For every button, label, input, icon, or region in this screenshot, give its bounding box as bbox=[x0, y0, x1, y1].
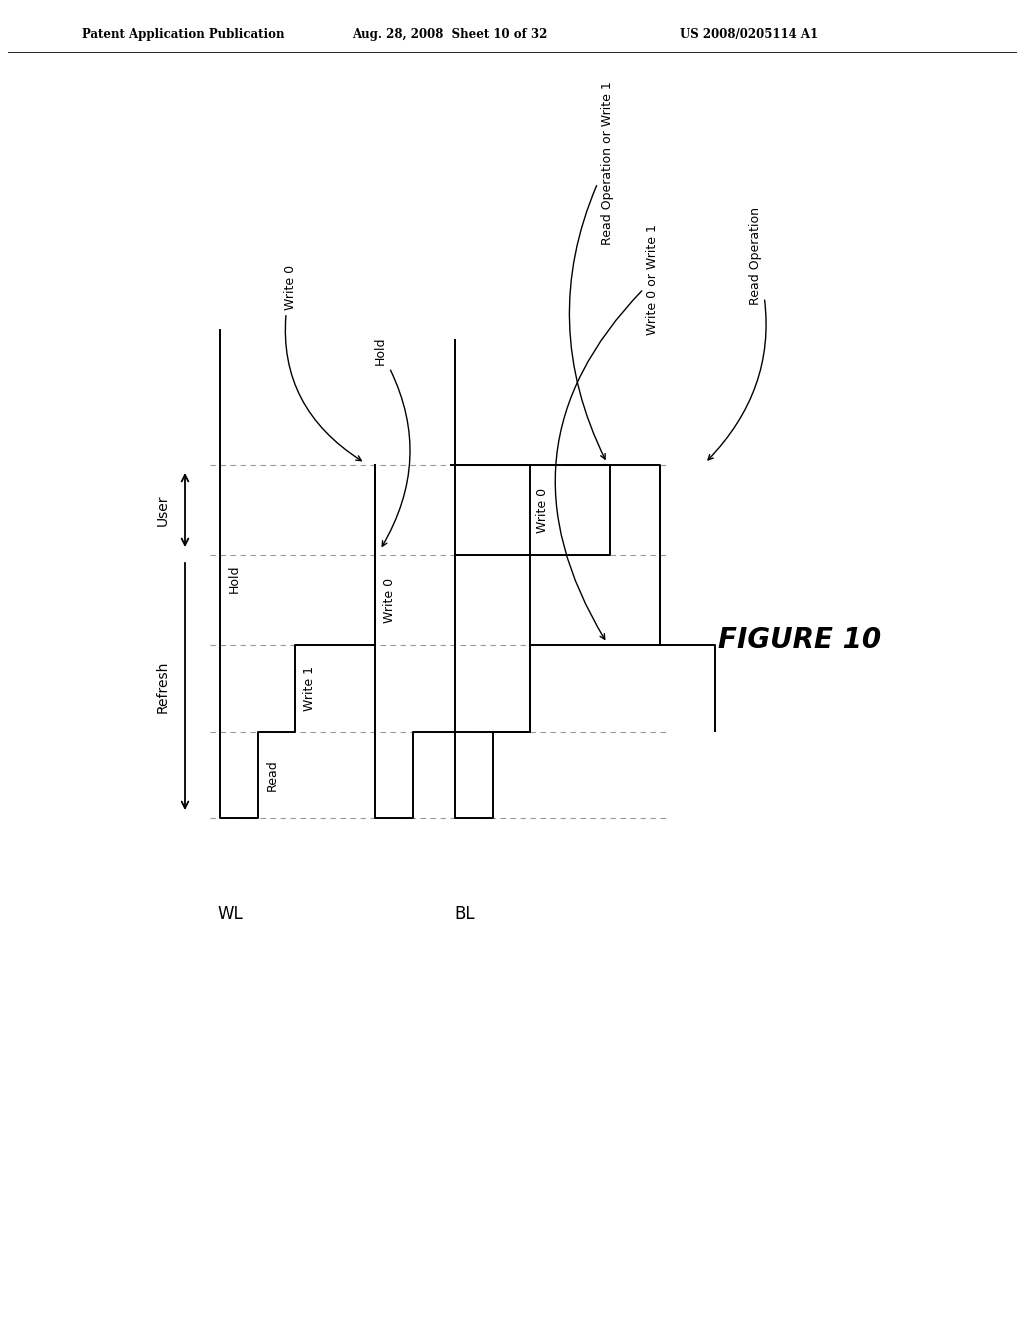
Text: Hold: Hold bbox=[374, 337, 410, 546]
Text: Aug. 28, 2008  Sheet 10 of 32: Aug. 28, 2008 Sheet 10 of 32 bbox=[352, 28, 548, 41]
Text: Write 0: Write 0 bbox=[383, 577, 396, 623]
Text: Read: Read bbox=[266, 759, 279, 791]
Text: Hold: Hold bbox=[228, 565, 241, 593]
Text: Refresh: Refresh bbox=[156, 660, 170, 713]
Text: WL: WL bbox=[217, 906, 243, 923]
Text: US 2008/0205114 A1: US 2008/0205114 A1 bbox=[680, 28, 818, 41]
Text: Write 0: Write 0 bbox=[284, 265, 361, 461]
Text: Read Operation or Write 1: Read Operation or Write 1 bbox=[569, 82, 613, 459]
Text: BL: BL bbox=[455, 906, 475, 923]
Text: User: User bbox=[156, 494, 170, 525]
Text: Write 0: Write 0 bbox=[536, 487, 549, 532]
Text: Write 0 or Write 1: Write 0 or Write 1 bbox=[555, 224, 659, 639]
Text: Read Operation: Read Operation bbox=[708, 207, 766, 459]
Text: Write 1: Write 1 bbox=[303, 667, 316, 711]
Text: Patent Application Publication: Patent Application Publication bbox=[82, 28, 285, 41]
Text: FIGURE 10: FIGURE 10 bbox=[719, 626, 882, 653]
